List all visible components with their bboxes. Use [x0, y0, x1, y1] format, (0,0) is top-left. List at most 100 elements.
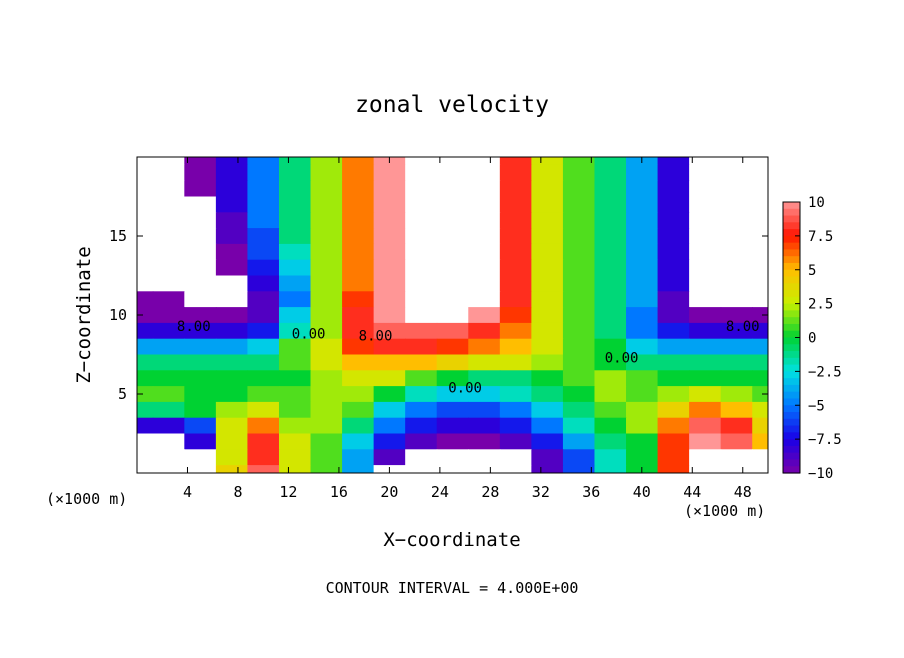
- heatmap-cell: [562, 228, 596, 245]
- heatmap-cell: [373, 370, 406, 387]
- heatmap-cell: [531, 465, 564, 473]
- colorbar-swatch: [783, 439, 800, 447]
- heatmap-cell: [405, 417, 438, 435]
- heatmap-cell: [342, 196, 375, 213]
- heatmap-cell: [405, 228, 438, 245]
- x-tick-label: 40: [633, 483, 651, 501]
- heatmap-cell: [137, 196, 154, 213]
- y-tick-label: 15: [109, 227, 127, 245]
- colorbar-swatch: [783, 425, 800, 433]
- heatmap-cell: [657, 433, 690, 450]
- heatmap-cell: [752, 322, 768, 340]
- heatmap-cell: [657, 354, 690, 371]
- heatmap-cell: [137, 370, 154, 387]
- x-unit-right: (×1000 m): [684, 502, 765, 520]
- heatmap-cell: [468, 180, 501, 198]
- heatmap-cell: [531, 259, 564, 277]
- colorbar-swatch: [783, 290, 800, 298]
- heatmap-cell: [152, 259, 185, 277]
- heatmap-cell: [594, 212, 627, 229]
- heatmap-cell: [184, 157, 217, 166]
- heatmap-cell: [215, 180, 249, 198]
- heatmap-cell: [373, 164, 406, 182]
- heatmap-cell: [657, 307, 690, 324]
- heatmap-cell: [531, 180, 564, 198]
- heatmap-cell: [373, 401, 406, 419]
- heatmap-cell: [594, 417, 627, 435]
- colorbar-swatch: [783, 344, 800, 352]
- heatmap-cell: [436, 196, 469, 213]
- heatmap-cell: [531, 354, 564, 371]
- heatmap-cell: [752, 465, 768, 473]
- heatmap-cell: [184, 212, 217, 229]
- heatmap-cell: [436, 354, 469, 371]
- heatmap-cell: [689, 291, 722, 308]
- colorbar-swatch: [783, 215, 800, 223]
- heatmap-cell: [752, 307, 768, 324]
- heatmap-cell: [499, 433, 532, 450]
- heatmap-cell: [657, 338, 690, 356]
- heatmap-cell: [152, 322, 185, 340]
- heatmap-cell: [137, 164, 154, 182]
- heatmap-cell: [373, 259, 406, 277]
- heatmap-cell: [720, 228, 753, 245]
- heatmap-cell: [720, 164, 753, 182]
- heatmap-cell: [342, 338, 375, 356]
- heatmap-cell: [626, 401, 659, 419]
- heatmap-cell: [342, 322, 375, 340]
- heatmap-cell: [531, 433, 564, 450]
- heatmap-cell: [499, 338, 532, 356]
- heatmap-cell: [278, 433, 312, 450]
- heatmap-cell: [342, 275, 375, 292]
- heatmap-cell: [531, 401, 564, 419]
- heatmap-cell: [436, 338, 469, 356]
- heatmap-cell: [657, 291, 690, 308]
- x-tick-label: 12: [279, 483, 297, 501]
- heatmap-cell: [594, 228, 627, 245]
- heatmap-cell: [720, 433, 753, 450]
- heatmap-cell: [531, 417, 564, 435]
- heatmap-cell: [342, 354, 375, 371]
- heatmap-cell: [184, 228, 217, 245]
- heatmap-cell: [184, 433, 217, 450]
- heatmap-cell: [562, 157, 596, 166]
- heatmap-cell: [436, 157, 469, 166]
- heatmap-cell: [373, 275, 406, 292]
- heatmap-cell: [278, 164, 312, 182]
- heatmap-cell: [310, 370, 343, 387]
- heatmap-cell: [373, 196, 406, 213]
- x-tick-label: 16: [330, 483, 348, 501]
- heatmap-cell: [137, 433, 154, 450]
- heatmap-cell: [436, 386, 469, 403]
- heatmap-cell: [626, 354, 659, 371]
- colorbar-tick-label: 2.5: [808, 297, 833, 313]
- heatmap-cell: [405, 338, 438, 356]
- heatmap-cell: [562, 243, 596, 261]
- heatmap-cell: [152, 307, 185, 324]
- y-tick-label: 10: [109, 306, 127, 324]
- heatmap-cell: [720, 180, 753, 198]
- heatmap-cell: [499, 164, 532, 182]
- heatmap-cell: [247, 180, 280, 198]
- heatmap-cell: [436, 275, 469, 292]
- y-tick-label: 5: [118, 385, 127, 403]
- heatmap-cell: [468, 465, 501, 473]
- heatmap-cell: [436, 401, 469, 419]
- colorbar-tick-label: 5: [808, 263, 816, 279]
- heatmap-cell: [531, 370, 564, 387]
- heatmap-cell: [436, 212, 469, 229]
- heatmap-cell: [436, 417, 469, 435]
- heatmap-cell: [436, 465, 469, 473]
- heatmap-cell: [247, 354, 280, 371]
- heatmap-cell: [184, 338, 217, 356]
- x-tick-label: 36: [582, 483, 600, 501]
- heatmap-cell: [594, 164, 627, 182]
- heatmap-cell: [342, 164, 375, 182]
- contour-label: 0.00: [292, 327, 326, 343]
- heatmap-cell: [215, 157, 249, 166]
- heatmap-cell: [310, 449, 343, 466]
- heatmap-cell: [152, 338, 185, 356]
- heatmap-cell: [215, 164, 249, 182]
- heatmap-cell: [184, 243, 217, 261]
- heatmap-cell: [137, 354, 154, 371]
